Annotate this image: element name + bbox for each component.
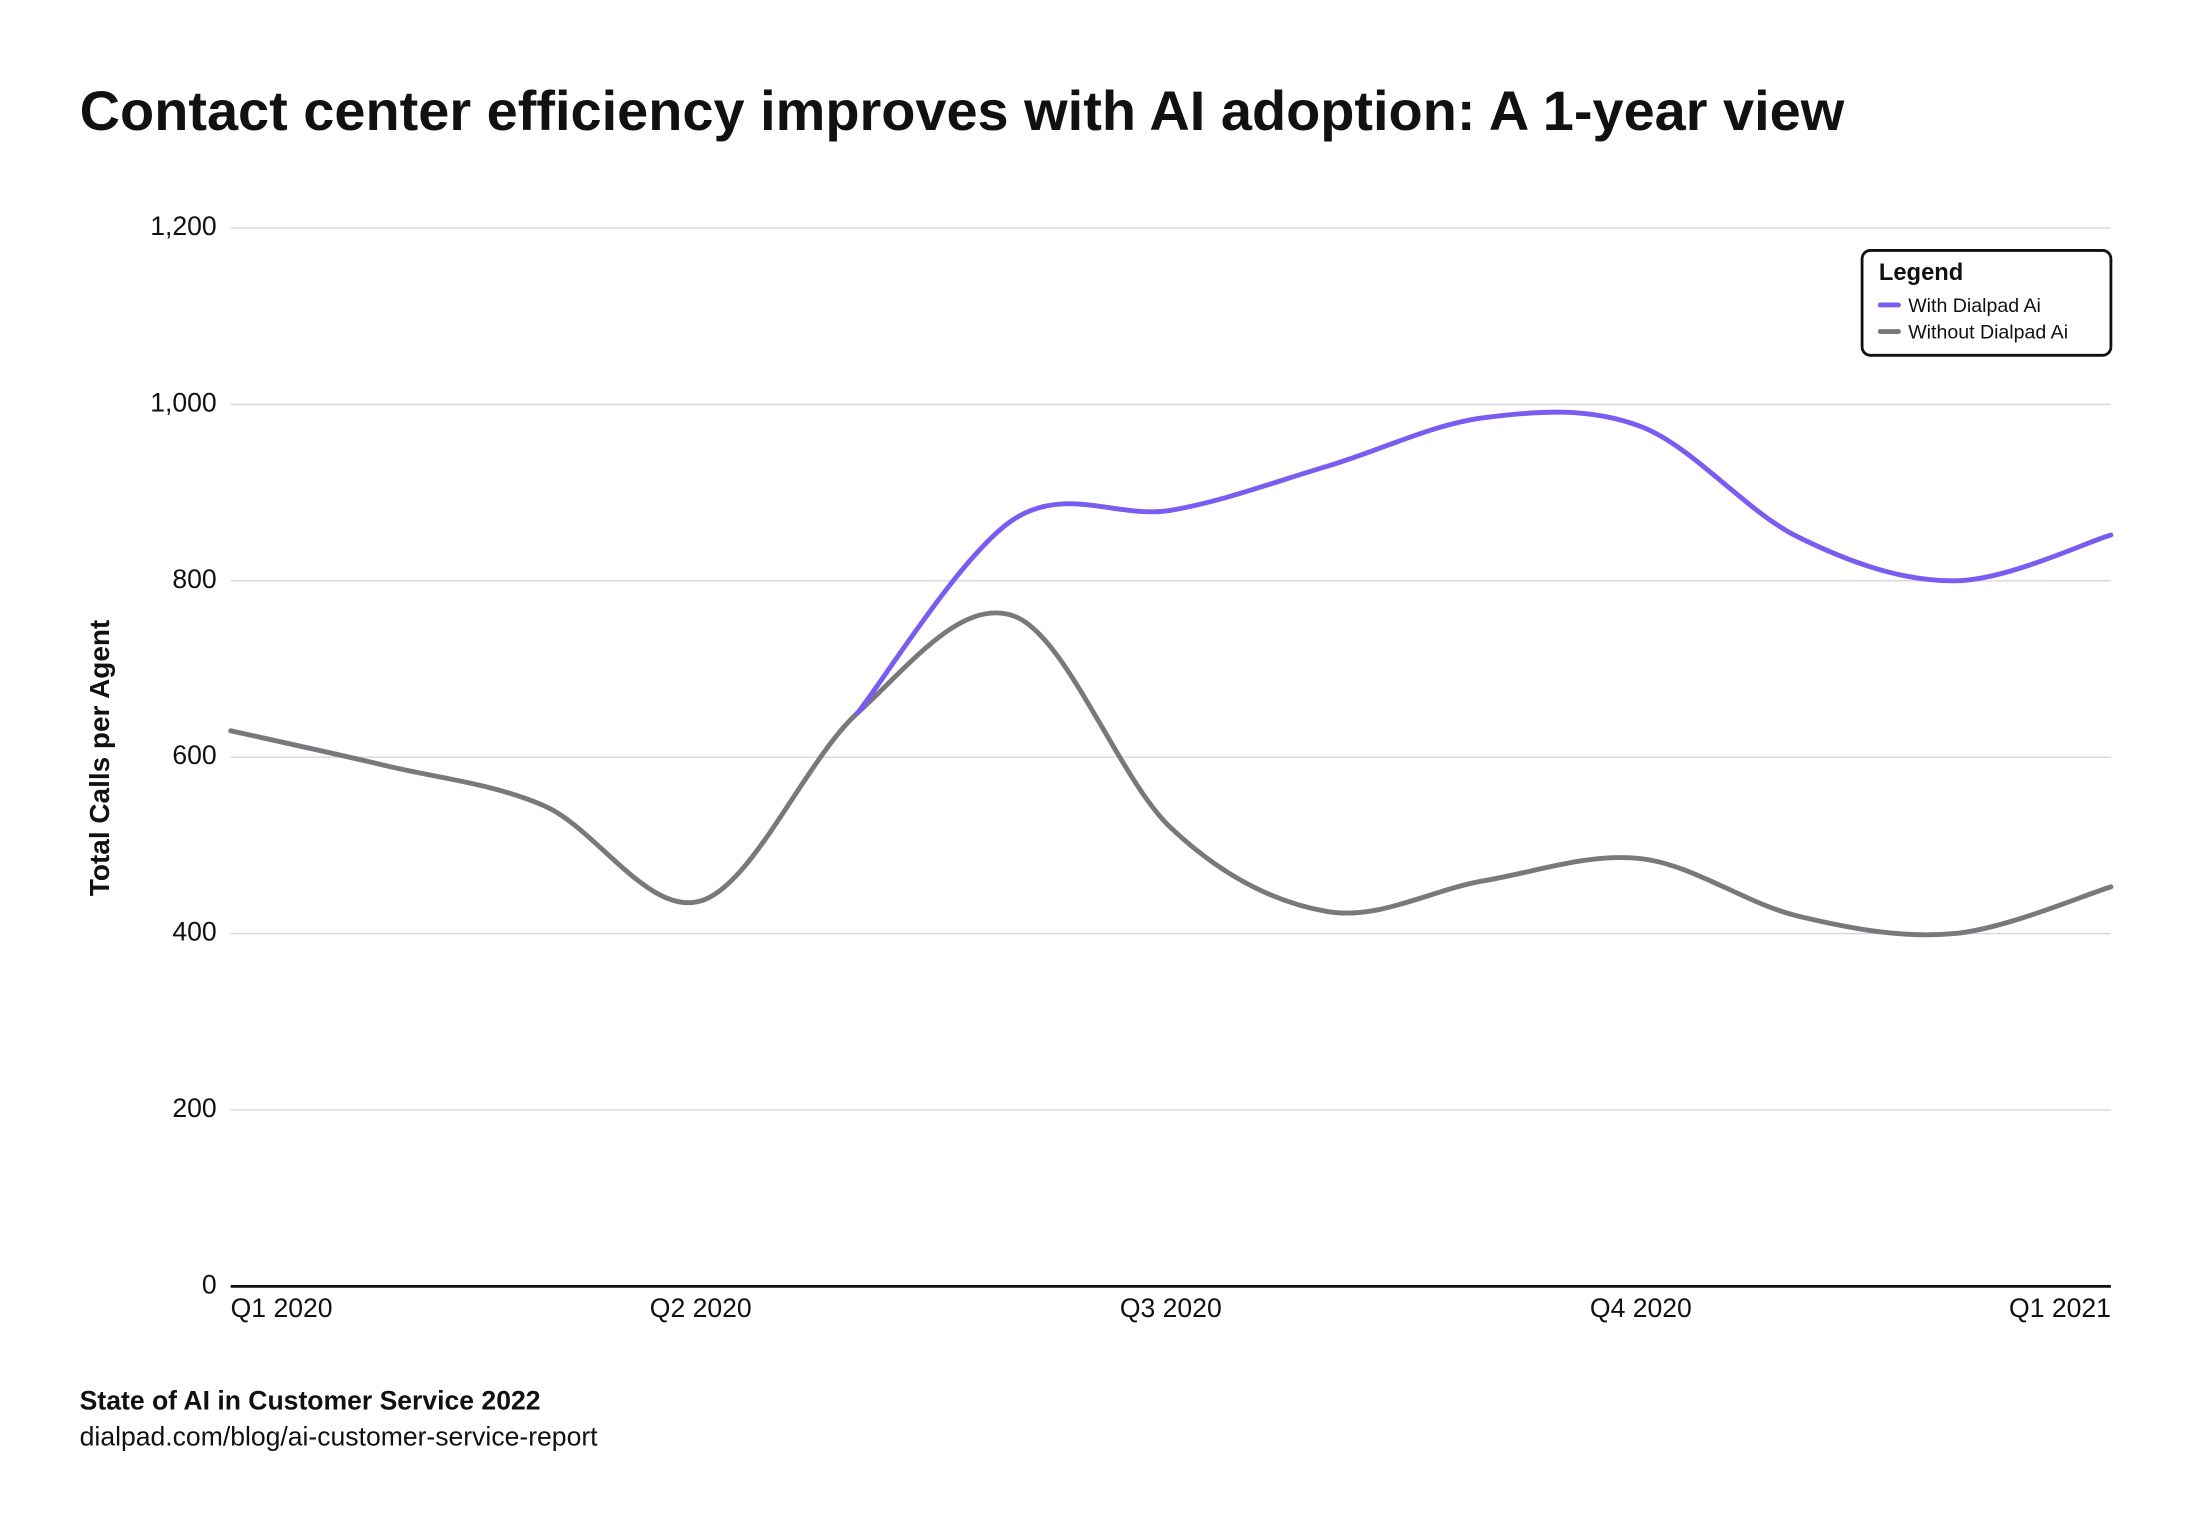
- legend-label: Without Dialpad Ai: [1908, 322, 2068, 344]
- x-tick-label: Q3 2020: [1120, 1293, 1222, 1323]
- y-tick-label: 200: [172, 1093, 216, 1123]
- y-tick-label: 1,000: [150, 387, 216, 417]
- x-tick-label: Q4 2020: [1590, 1293, 1692, 1323]
- legend-label: With Dialpad Ai: [1908, 295, 2041, 317]
- legend: Legend With Dialpad Ai Without Dialpad Ai: [1860, 249, 2113, 357]
- y-axis-label: Total Calls per Agent: [84, 620, 115, 896]
- x-tick-label: Q2 2020: [650, 1293, 752, 1323]
- y-tick-label: 800: [172, 564, 216, 594]
- legend-box: [1860, 249, 2113, 357]
- source: State of AI in Customer Service 2022: [80, 1385, 541, 1415]
- y-tick-label: 0: [202, 1269, 217, 1299]
- y-tick-label: 600: [172, 740, 216, 770]
- x-tick-label: Q1 2021: [2009, 1293, 2111, 1323]
- y-tick-label: 1,200: [150, 211, 216, 241]
- series-line: [854, 409, 2114, 716]
- y-tick-label: 400: [172, 917, 216, 947]
- series-line: [228, 610, 2114, 938]
- source-url: dialpad.com/blog/ai-customer-service-rep…: [80, 1422, 598, 1452]
- chart-title: Contact center efficiency improves with …: [80, 79, 1845, 142]
- legend-title: Legend: [1879, 259, 1963, 286]
- x-tick-label: Q1 2020: [231, 1293, 333, 1323]
